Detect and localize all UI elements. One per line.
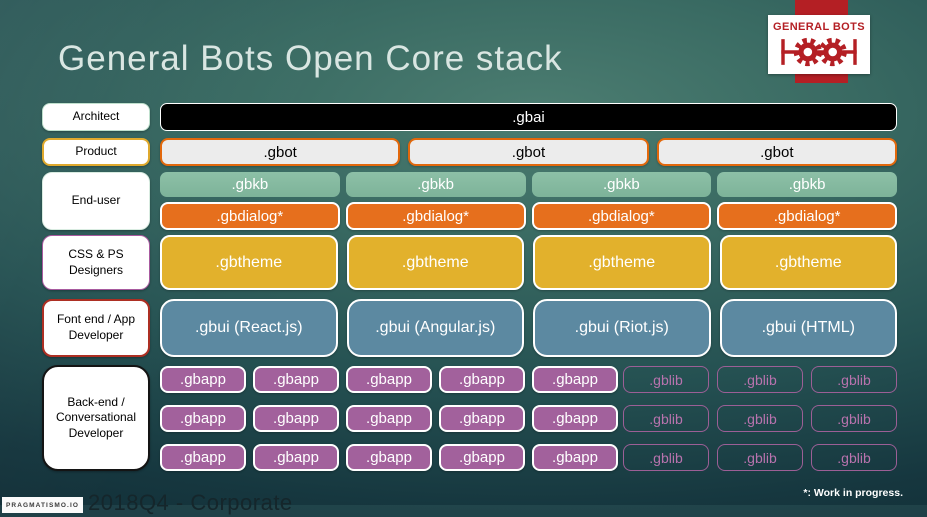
gbkb-box: .gbkb	[160, 172, 340, 197]
gbtheme-box: .gbtheme	[346, 235, 524, 290]
gbdialog-box: .gbdialog*	[345, 202, 526, 230]
gbapp-group: .gbapp .gbapp .gbapp .gbapp .gbapp	[160, 405, 618, 432]
gbapp-box: .gbapp	[532, 444, 618, 471]
gblib-box: .gblib	[717, 405, 803, 432]
gbapp-box: .gbapp	[253, 366, 339, 393]
gbtheme-row: .gbtheme .gbtheme .gbtheme .gbtheme	[160, 235, 897, 290]
gbapp-box: .gbapp	[253, 405, 339, 432]
gblib-box: .gblib	[811, 366, 897, 393]
gbot-box: .gbot	[160, 138, 401, 166]
gblib-box: .gblib	[717, 444, 803, 471]
gbot-box: .gbot	[656, 138, 897, 166]
footer-caption: 2018Q4 - Corporate	[88, 490, 293, 515]
gblib-group: .gblib .gblib .gblib	[623, 366, 897, 393]
gears-icon	[781, 37, 857, 67]
gbapp-box: .gbapp	[532, 405, 618, 432]
gbapp-box: .gbapp	[346, 444, 432, 471]
gblib-box: .gblib	[717, 366, 803, 393]
backend-row-2: .gbapp .gbapp .gbapp .gbapp .gbapp .gblib .gb…	[160, 405, 897, 432]
gbtheme-box: .gbtheme	[719, 235, 897, 290]
gbapp-box: .gbapp	[439, 444, 525, 471]
gblib-box: .gblib	[623, 366, 709, 393]
gbapp-box: .gbapp	[160, 405, 246, 432]
gblib-box: .gblib	[811, 444, 897, 471]
gbapp-group: .gbapp .gbapp .gbapp .gbapp .gbapp	[160, 444, 618, 471]
gbapp-box: .gbapp	[439, 405, 525, 432]
gblib-box: .gblib	[623, 444, 709, 471]
gbdialog-row: .gbdialog* .gbdialog* .gbdialog* .gbdialog*	[160, 202, 897, 230]
page-title: General Bots Open Core stack	[58, 39, 563, 78]
gbui-box: .gbui (React.js)	[160, 299, 338, 357]
gbai-bar: .gbai	[160, 103, 897, 131]
gbui-row: .gbui (React.js) .gbui (Angular.js) .gbui …	[160, 299, 897, 357]
logo-brand-text: GENERAL BOTS	[773, 21, 865, 33]
gbdialog-box: .gbdialog*	[717, 202, 897, 230]
row-label-frontend-app-developer: Font end / App Developer	[42, 299, 150, 357]
gbapp-box: .gbapp	[160, 444, 246, 471]
gblib-box: .gblib	[623, 405, 709, 432]
gbtheme-box: .gbtheme	[533, 235, 711, 290]
gbui-box: .gbui (HTML)	[719, 299, 897, 357]
general-bots-logo: GENERAL BOTS	[768, 15, 870, 74]
gbkb-box: .gbkb	[345, 172, 526, 197]
gbui-box: .gbui (Angular.js)	[346, 299, 524, 357]
row-label-end-user: End-user	[42, 172, 150, 230]
gblib-group: .gblib .gblib .gblib	[623, 444, 897, 471]
gbkb-box: .gbkb	[717, 172, 897, 197]
gbapp-box: .gbapp	[439, 366, 525, 393]
row-label-product: Product	[42, 138, 150, 166]
gbkb-box: .gbkb	[531, 172, 712, 197]
gblib-group: .gblib .gblib .gblib	[623, 405, 897, 432]
gbapp-box: .gbapp	[253, 444, 339, 471]
gbdialog-box: .gbdialog*	[160, 202, 340, 230]
row-label-css-ps-designers: CSS & PS Designers	[42, 235, 150, 290]
gbot-row: .gbot .gbot .gbot	[160, 138, 897, 166]
backend-row-3: .gbapp .gbapp .gbapp .gbapp .gbapp .gblib .gb…	[160, 444, 897, 471]
gbui-box: .gbui (Riot.js)	[533, 299, 711, 357]
row-label-architect: Architect	[42, 103, 150, 131]
work-in-progress-footnote: *: Work in progress.	[803, 487, 903, 499]
row-label-backend-conversational-developer: Back-end / Conversational Developer	[42, 365, 150, 471]
gbtheme-box: .gbtheme	[160, 235, 338, 290]
pragmatismo-badge: PRAGMATISMO.IO	[2, 497, 83, 513]
gbapp-box: .gbapp	[346, 366, 432, 393]
gbkb-row: .gbkb .gbkb .gbkb .gbkb	[160, 172, 897, 197]
gbapp-box: .gbapp	[532, 366, 618, 393]
gblib-box: .gblib	[811, 405, 897, 432]
gbapp-box: .gbapp	[346, 405, 432, 432]
gbdialog-box: .gbdialog*	[531, 202, 712, 230]
backend-row-1: .gbapp .gbapp .gbapp .gbapp .gbapp .gblib .gb…	[160, 366, 897, 393]
gbot-box: .gbot	[408, 138, 649, 166]
gbapp-box: .gbapp	[160, 366, 246, 393]
bottom-edge-band	[0, 505, 927, 517]
gbapp-group: .gbapp .gbapp .gbapp .gbapp .gbapp	[160, 366, 618, 393]
